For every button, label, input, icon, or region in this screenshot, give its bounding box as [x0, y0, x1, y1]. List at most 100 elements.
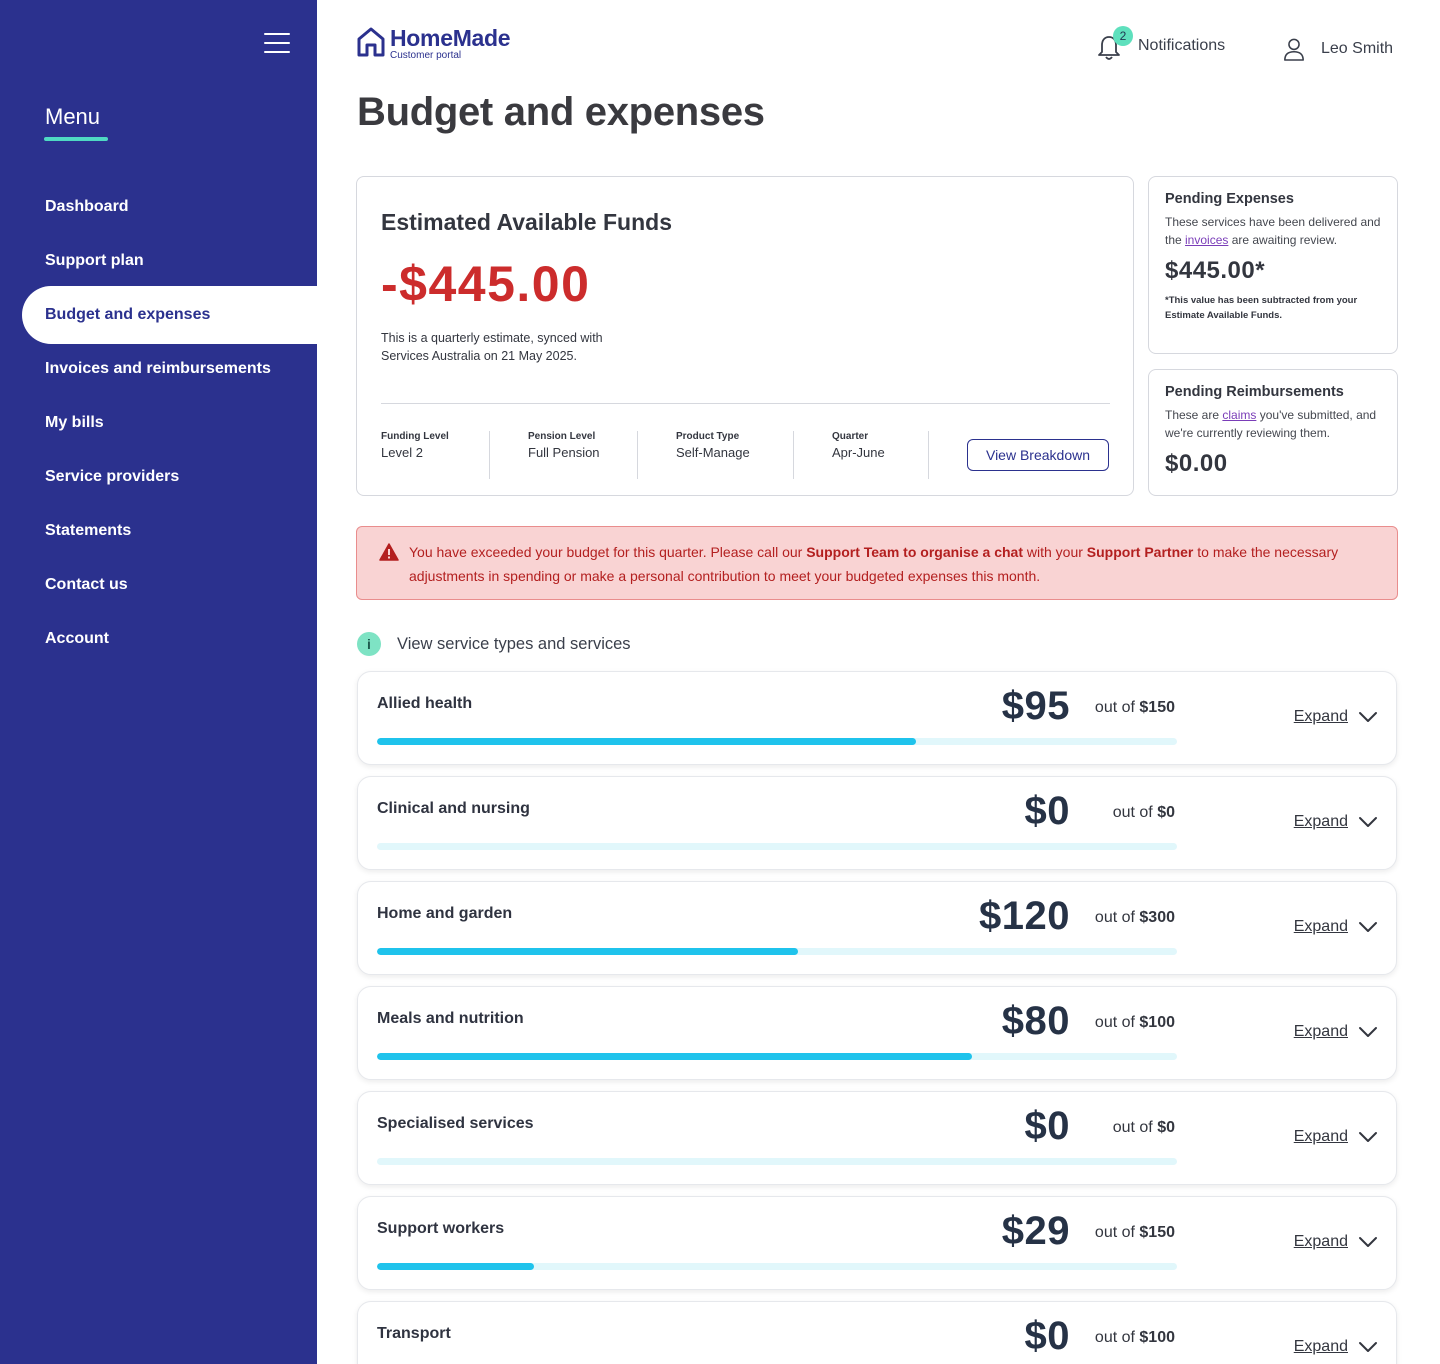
- service-spent-amount: $120: [979, 894, 1070, 938]
- chevron-down-icon: [1359, 817, 1377, 827]
- service-card-support-workers: Support workers $29 out of $150 Expand: [357, 1196, 1397, 1290]
- fact-pension-level: Pension Level Full Pension: [528, 431, 600, 460]
- service-budget: out of $0: [1112, 804, 1175, 821]
- expand-label: Expand: [1293, 1128, 1348, 1145]
- sidebar-item-label: Support plan: [45, 252, 144, 269]
- view-service-types-label: View service types and services: [397, 634, 631, 653]
- view-breakdown-button[interactable]: View Breakdown: [967, 439, 1109, 471]
- service-card-clinical-and-nursing: Clinical and nursing $0 out of $0 Expand: [357, 776, 1397, 870]
- notifications-button[interactable]: 2 Notifications: [1096, 26, 1226, 62]
- expand-label: Expand: [1293, 918, 1348, 935]
- fact-quarter: Quarter Apr-June: [832, 431, 885, 460]
- warning-icon: [379, 543, 399, 561]
- view-service-types-row[interactable]: i View service types and services: [357, 632, 631, 656]
- sidebar-item-contact-us[interactable]: Contact us: [0, 558, 317, 612]
- sidebar-item-statements[interactable]: Statements: [0, 504, 317, 558]
- service-card-home-and-garden: Home and garden $120 out of $300 Expand: [357, 881, 1397, 975]
- expand-button[interactable]: Expand: [1294, 813, 1378, 831]
- menu-title-underline: [44, 137, 108, 141]
- service-list: Allied health $95 out of $150 Expand Clinica…: [357, 671, 1397, 1364]
- sidebar-item-my-bills[interactable]: My bills: [0, 396, 317, 450]
- sidebar-item-label: Statements: [45, 522, 132, 539]
- service-progress-fill: [377, 738, 917, 745]
- fact-product-type: Product Type Self-Manage: [676, 431, 750, 460]
- service-progress-fill: [377, 1053, 973, 1060]
- service-name: Meals and nutrition: [377, 1010, 524, 1027]
- funds-note: This is a quarterly estimate, synced wit…: [381, 331, 603, 363]
- support-team-text: Support Team to organise a chat: [806, 544, 1023, 560]
- house-logo-icon: [357, 27, 385, 57]
- fact-separator: [793, 431, 794, 479]
- service-budget-amount: $100: [1139, 1014, 1175, 1031]
- pending-reimbursements-title: Pending Reimbursements: [1165, 384, 1344, 400]
- service-budget: out of $300: [1094, 909, 1175, 926]
- sidebar-item-dashboard[interactable]: Dashboard: [0, 180, 317, 234]
- service-budget-amount: $300: [1139, 909, 1175, 926]
- sidebar-item-support-plan[interactable]: Support plan: [0, 234, 317, 288]
- service-name: Home and garden: [377, 905, 513, 922]
- fact-value: Level 2: [381, 445, 423, 460]
- service-budget: out of $100: [1094, 1329, 1175, 1346]
- service-card-specialised-services: Specialised services $0 out of $0 Expand: [357, 1091, 1397, 1185]
- menu-title: Menu: [45, 104, 101, 129]
- expand-button[interactable]: Expand: [1294, 918, 1378, 936]
- pending-expenses-amount: $445.00*: [1165, 257, 1266, 284]
- service-budget: out of $150: [1094, 699, 1175, 716]
- service-spent-amount: $0: [1024, 1104, 1070, 1148]
- fact-value: Self-Manage: [676, 445, 750, 460]
- service-name: Allied health: [377, 695, 473, 712]
- service-name: Transport: [377, 1325, 451, 1342]
- logo[interactable]: HomeMade Customer portal: [356, 26, 511, 61]
- info-icon: i: [357, 632, 381, 656]
- service-progress-bar: [377, 1263, 1177, 1270]
- service-spent-amount: $0: [1024, 789, 1070, 833]
- service-progress-bar: [377, 738, 1177, 745]
- fact-separator: [489, 431, 490, 479]
- invoices-link[interactable]: invoices: [1185, 233, 1229, 247]
- expand-button[interactable]: Expand: [1294, 708, 1378, 726]
- sidebar-item-service-providers[interactable]: Service providers: [0, 450, 317, 504]
- chevron-down-icon: [1359, 712, 1377, 722]
- service-name: Support workers: [377, 1220, 505, 1237]
- service-budget-amount: $0: [1157, 1119, 1175, 1136]
- sidebar-item-account[interactable]: Account: [0, 612, 317, 666]
- sidebar-item-label: Account: [45, 630, 109, 647]
- sidebar-item-label: Invoices and reimbursements: [45, 360, 271, 377]
- service-progress-bar: [377, 843, 1177, 850]
- claims-link[interactable]: claims: [1222, 408, 1257, 422]
- service-budget-amount: $0: [1157, 804, 1175, 821]
- user-icon: [1284, 38, 1304, 61]
- pending-reimbursements-description: These are claims you've submitted, and w…: [1165, 408, 1377, 440]
- expand-button[interactable]: Expand: [1294, 1128, 1378, 1146]
- service-spent-amount: $29: [1001, 1209, 1070, 1253]
- expand-button[interactable]: Expand: [1294, 1023, 1378, 1041]
- funds-amount: -$445.00: [381, 256, 591, 312]
- support-partner-text: Support Partner: [1086, 544, 1194, 560]
- funds-divider: [381, 403, 1110, 404]
- expand-button[interactable]: Expand: [1294, 1233, 1378, 1251]
- pending-expenses-card: Pending Expenses These services have bee…: [1148, 176, 1398, 354]
- hamburger-menu-icon[interactable]: [264, 33, 290, 53]
- service-budget: out of $150: [1094, 1224, 1175, 1241]
- expand-label: Expand: [1293, 1338, 1348, 1355]
- service-spent-amount: $80: [1001, 999, 1070, 1043]
- sidebar-item-budget-and-expenses[interactable]: Budget and expenses: [22, 286, 317, 344]
- sidebar-item-label: Service providers: [45, 468, 180, 485]
- user-menu[interactable]: Leo Smith: [1283, 36, 1393, 62]
- sidebar-item-label: Budget and expenses: [45, 306, 211, 323]
- expand-button[interactable]: Expand: [1294, 1338, 1378, 1356]
- service-progress-bar: [377, 1158, 1177, 1165]
- fact-value: Apr-June: [832, 445, 885, 460]
- fact-funding-level: Funding Level Level 2: [381, 431, 449, 460]
- notifications-label: Notifications: [1138, 37, 1226, 54]
- fact-label: Product Type: [676, 431, 740, 442]
- expand-label: Expand: [1293, 813, 1348, 830]
- service-card-meals-and-nutrition: Meals and nutrition $80 out of $100 Expand: [357, 986, 1397, 1080]
- service-spent-amount: $95: [1001, 684, 1070, 728]
- page-title: Budget and expenses: [357, 90, 765, 134]
- bell-icon: 2: [1096, 26, 1133, 62]
- service-progress-fill: [377, 1263, 534, 1270]
- sidebar-item-invoices-and-reimbursements[interactable]: Invoices and reimbursements: [0, 342, 317, 396]
- service-card-allied-health: Allied health $95 out of $150 Expand: [357, 671, 1397, 765]
- fact-label: Pension Level: [528, 431, 596, 442]
